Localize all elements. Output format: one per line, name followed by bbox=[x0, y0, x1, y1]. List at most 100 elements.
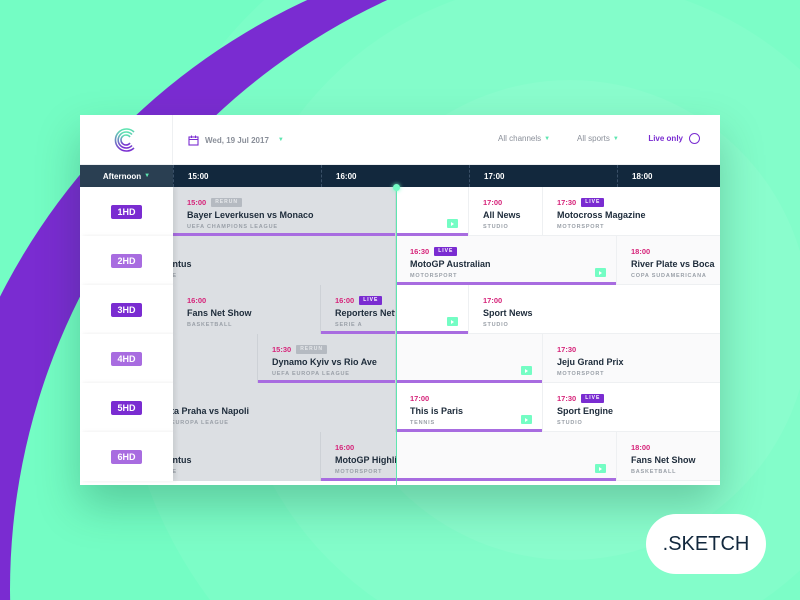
program-title: Jeju Grand Prix bbox=[557, 357, 624, 367]
date-picker[interactable]: Wed, 19 Jul 2017 ▼ bbox=[188, 132, 284, 148]
program-time: 18:00 bbox=[631, 246, 651, 256]
program-title: Reporters Network bbox=[335, 308, 395, 318]
program-category: MOTORSPORT bbox=[557, 371, 605, 377]
progress-bar bbox=[396, 478, 616, 481]
progress-bar bbox=[321, 331, 395, 334]
channel-filter[interactable]: All channels ▼ bbox=[498, 134, 550, 143]
channel-badge: 2HD bbox=[111, 253, 142, 268]
play-icon[interactable] bbox=[595, 464, 606, 473]
program-category: UEFA EUROPA LEAGUE bbox=[151, 420, 229, 426]
date-label: Wed, 19 Jul 2017 bbox=[205, 135, 269, 145]
channel-badge: 1HD bbox=[111, 204, 142, 219]
program-time: 16:00 bbox=[187, 295, 207, 305]
progress-bar bbox=[258, 380, 395, 383]
program-cell-continuation[interactable] bbox=[396, 334, 543, 383]
play-icon[interactable] bbox=[521, 366, 532, 375]
program-cell[interactable]: 17:30 LIVE Sport Engine STUDIO bbox=[543, 383, 720, 432]
sport-filter[interactable]: All sports ▼ bbox=[577, 134, 619, 143]
play-icon[interactable] bbox=[595, 268, 606, 277]
program-cell[interactable]: 16:00 LIVE Reporters Network SERIE A bbox=[321, 285, 396, 334]
program-title: Motocross Magazine bbox=[557, 210, 646, 220]
program-title: Fans Net Show bbox=[187, 308, 252, 318]
progress-bar bbox=[321, 478, 396, 481]
program-category: SERIE A bbox=[335, 322, 363, 328]
chevron-down-icon: ▼ bbox=[144, 173, 151, 179]
program-cell[interactable]: 17:30 Jeju Grand Prix MOTORSPORT bbox=[543, 334, 720, 383]
channel-row: 3HD 16:00 Fans Net Show BASKETBALL 16:00… bbox=[80, 285, 720, 334]
program-title: Sparta Praha vs Napoli bbox=[151, 406, 250, 416]
chevron-down-icon: ▼ bbox=[612, 135, 619, 142]
program-cell[interactable]: 18:00 River Plate vs Boca COPA SUDAMERIC… bbox=[617, 236, 720, 285]
rerun-tag: RERUN bbox=[296, 344, 327, 354]
channel-cell[interactable]: 2HD bbox=[80, 236, 173, 285]
progress-bar bbox=[396, 380, 542, 383]
live-only-label: Live only bbox=[648, 134, 683, 143]
time-tick: 17:00 bbox=[469, 165, 617, 187]
channel-row: 5HD Sparta Praha vs Napoli UEFA EUROPA L… bbox=[80, 383, 720, 432]
program-category: COPA SUDAMERICANA bbox=[631, 273, 707, 279]
program-cell[interactable]: 15:30 RERUN Dynamo Kyiv vs Rio Ave UEFA E… bbox=[258, 334, 396, 383]
channel-badge: 5HD bbox=[111, 400, 142, 415]
program-title: MotoGP Highlights bbox=[335, 455, 396, 465]
live-only-toggle[interactable]: Live only bbox=[648, 133, 700, 144]
program-cell[interactable]: 15:00 RERUN Bayer Leverkusen vs Monaco UE… bbox=[173, 187, 396, 236]
channel-cell[interactable]: 6HD bbox=[80, 432, 173, 481]
program-title: All News bbox=[483, 210, 521, 220]
time-tick-label: 16:00 bbox=[336, 171, 357, 181]
program-time: 15:30 bbox=[272, 344, 292, 354]
channel-cell[interactable]: 1HD bbox=[80, 187, 173, 236]
program-time: 17:00 bbox=[483, 197, 503, 207]
program-cell[interactable]: Sparta Praha vs Napoli UEFA EUROPA LEAGU… bbox=[151, 383, 396, 432]
program-time: 17:30 bbox=[557, 197, 577, 207]
program-time: 18:00 bbox=[631, 442, 651, 452]
channel-cell[interactable]: 3HD bbox=[80, 285, 173, 334]
time-tick: 18:00 bbox=[617, 165, 720, 187]
play-icon[interactable] bbox=[447, 219, 458, 228]
progress-bar bbox=[396, 331, 468, 334]
program-category: STUDIO bbox=[483, 322, 509, 328]
program-cell-continuation[interactable] bbox=[396, 187, 469, 236]
program-cell[interactable]: 16:00 Fans Net Show BASKETBALL bbox=[173, 285, 321, 334]
program-grid: 1HD 15:00 RERUN Bayer Leverkusen vs Monac… bbox=[80, 187, 720, 485]
program-cell-continuation[interactable] bbox=[396, 285, 469, 334]
time-tick-label: 15:00 bbox=[188, 171, 209, 181]
program-cell[interactable]: 17:00 All News STUDIO bbox=[469, 187, 543, 236]
current-time-handle[interactable] bbox=[393, 184, 400, 191]
channel-row: 4HD 15:30 RERUN Dynamo Kyiv vs Rio Ave UE… bbox=[80, 334, 720, 383]
program-cell[interactable]: 17:00 This is Paris TENNIS bbox=[396, 383, 543, 432]
channel-cell[interactable]: 5HD bbox=[80, 383, 173, 432]
logo[interactable] bbox=[80, 115, 173, 165]
program-cell[interactable]: 16:30 LIVE MotoGP Australian MOTORSPORT bbox=[396, 236, 617, 285]
logo-icon bbox=[114, 128, 135, 152]
program-cell[interactable]: 16:00 MotoGP Highlights MOTORSPORT bbox=[321, 432, 396, 481]
program-cell[interactable]: 18:00 Fans Net Show BASKETBALL bbox=[617, 432, 720, 481]
calendar-icon bbox=[188, 135, 199, 146]
program-category: UEFA EUROPA LEAGUE bbox=[272, 371, 350, 377]
program-title: River Plate vs Boca bbox=[631, 259, 715, 269]
program-cell-continuation[interactable] bbox=[396, 432, 617, 481]
program-time: 16:00 bbox=[335, 442, 355, 452]
program-category: UEFA CHAMPIONS LEAGUE bbox=[187, 224, 278, 230]
program-category: BASKETBALL bbox=[187, 322, 233, 328]
period-selector[interactable]: Afternoon ▼ bbox=[80, 165, 173, 187]
channel-badge: 6HD bbox=[111, 449, 142, 464]
live-tag: LIVE bbox=[581, 197, 605, 207]
program-cell-empty[interactable] bbox=[173, 334, 258, 383]
program-title: Sport Engine bbox=[557, 406, 613, 416]
program-time: 17:30 bbox=[557, 393, 577, 403]
toggle-circle-icon[interactable] bbox=[689, 133, 700, 144]
time-tick-label: 17:00 bbox=[484, 171, 505, 181]
program-category: TENNIS bbox=[410, 420, 435, 426]
program-cell[interactable]: 17:30 LIVE Motocross Magazine MOTORSPORT bbox=[543, 187, 720, 236]
play-icon[interactable] bbox=[447, 317, 458, 326]
program-category: BASKETBALL bbox=[631, 469, 677, 475]
time-tick-label: 18:00 bbox=[632, 171, 653, 181]
program-cell[interactable]: 17:00 Sport News STUDIO bbox=[469, 285, 720, 334]
sketch-badge-label: .SKETCH bbox=[662, 532, 750, 555]
sport-filter-label: All sports bbox=[577, 134, 610, 143]
channel-cell[interactable]: 4HD bbox=[80, 334, 173, 383]
chevron-down-icon: ▼ bbox=[544, 135, 551, 142]
program-category: MOTORSPORT bbox=[335, 469, 383, 475]
play-icon[interactable] bbox=[521, 415, 532, 424]
progress-bar bbox=[396, 233, 468, 236]
